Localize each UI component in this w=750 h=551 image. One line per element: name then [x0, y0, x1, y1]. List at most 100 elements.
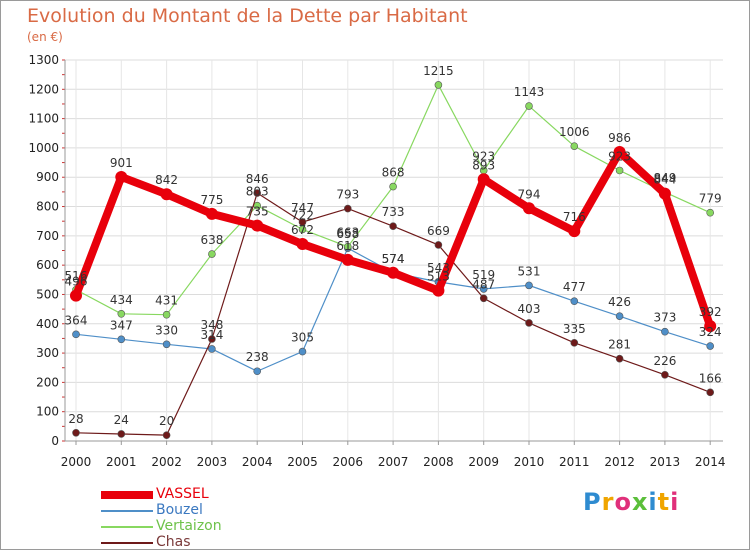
x-tick-label: 2001	[106, 455, 137, 469]
data-point-vertaizon	[389, 182, 397, 191]
data-label-vassel: 842	[155, 173, 178, 187]
data-point-chas	[661, 370, 669, 379]
data-point-vassel	[296, 238, 309, 251]
data-label-chas: 335	[563, 322, 586, 336]
data-label-bouzel: 658	[336, 227, 359, 241]
data-label-chas: 281	[608, 338, 631, 352]
y-tick-label: 900	[36, 170, 59, 184]
data-label-vassel: 794	[518, 187, 541, 201]
data-label-vertaizon: 431	[155, 294, 178, 308]
data-point-vertaizon	[706, 208, 715, 217]
x-tick-label: 2011	[559, 455, 590, 469]
data-label-chas: 403	[518, 302, 541, 316]
data-label-bouzel: 364	[65, 313, 88, 327]
y-tick-label: 1300	[28, 53, 59, 67]
data-point-vertaizon	[298, 225, 307, 234]
legend-swatch	[101, 510, 153, 512]
data-label-chas: 28	[68, 412, 83, 426]
data-point-vassel	[477, 173, 490, 186]
y-tick-label: 700	[36, 229, 59, 243]
data-point-chas	[162, 431, 171, 439]
data-point-vassel	[523, 202, 535, 215]
data-point-chas	[479, 294, 488, 303]
data-label-vertaizon: 803	[246, 185, 269, 199]
x-tick-label: 2009	[468, 455, 499, 469]
data-label-bouzel: 519	[472, 268, 495, 282]
data-label-vertaizon: 1215	[423, 64, 454, 78]
data-point-bouzel	[570, 297, 579, 306]
chart-title: Evolution du Montant de la Dette par Hab…	[27, 5, 468, 27]
data-point-vertaizon	[117, 310, 126, 318]
y-tick-label: 1200	[28, 82, 59, 96]
data-point-chas	[72, 428, 80, 437]
data-label-bouzel: 305	[291, 331, 314, 345]
x-tick-label: 2005	[287, 455, 318, 469]
data-point-vassel	[432, 284, 445, 297]
data-label-chas: 487	[472, 277, 495, 291]
data-point-vassel	[341, 253, 354, 266]
data-label-vertaizon: 923	[472, 149, 495, 163]
data-point-vassel	[70, 289, 82, 302]
data-point-bouzel	[525, 281, 533, 290]
data-point-vassel	[205, 207, 218, 220]
legend-swatch	[101, 526, 153, 528]
data-point-bouzel	[72, 330, 80, 339]
logo-letter: x	[631, 488, 649, 516]
legend-label: Bouzel	[156, 502, 203, 518]
data-label-chas: 348	[200, 318, 223, 332]
data-point-vertaizon	[162, 310, 171, 319]
data-point-vertaizon	[615, 166, 624, 175]
data-label-bouzel: 314	[200, 328, 223, 342]
data-point-chas	[570, 339, 579, 347]
data-label-vertaizon: 434	[110, 293, 133, 307]
data-label-vassel: 893	[472, 158, 495, 172]
data-label-vertaizon: 722	[291, 208, 314, 222]
data-point-bouzel	[208, 345, 216, 353]
legend-label: Vertaizon	[156, 518, 222, 534]
data-point-vertaizon	[525, 102, 533, 110]
data-point-vassel	[115, 170, 128, 183]
x-tick-label: 2010	[514, 455, 545, 469]
data-label-vassel: 901	[110, 156, 133, 170]
data-point-chas	[208, 335, 216, 343]
data-point-chas	[343, 204, 352, 213]
x-tick-label: 2012	[604, 455, 635, 469]
data-label-vertaizon: 849	[653, 171, 676, 185]
data-label-chas: 226	[653, 354, 676, 368]
logo-letter: o	[614, 488, 632, 516]
x-tick-label: 2000	[61, 455, 92, 469]
logo-letter: P	[583, 488, 602, 516]
data-point-bouzel	[162, 340, 171, 349]
data-label-chas: 20	[159, 414, 174, 428]
data-point-chas	[525, 319, 533, 327]
data-label-bouzel: 574	[382, 252, 405, 266]
data-point-chas	[434, 241, 443, 249]
data-label-vassel: 844	[653, 173, 676, 187]
legend-label: Chas	[156, 534, 191, 550]
data-label-bouzel: 531	[518, 264, 541, 278]
data-label-vertaizon: 1143	[514, 85, 545, 99]
data-label-vassel: 986	[608, 131, 631, 145]
logo-letter: i	[648, 488, 658, 516]
data-label-vassel: 496	[65, 275, 88, 289]
data-label-vassel: 672	[291, 223, 314, 237]
data-label-bouzel: 426	[608, 295, 631, 309]
data-label-vertaizon: 1006	[559, 125, 590, 139]
data-label-vassel: 735	[246, 205, 269, 219]
data-label-vassel: 574	[382, 252, 405, 266]
x-tick-label: 2013	[650, 455, 681, 469]
data-label-vassel: 716	[563, 210, 586, 224]
data-label-chas: 793	[336, 188, 359, 202]
x-tick-label: 2007	[378, 455, 409, 469]
plot-area	[65, 60, 723, 441]
data-label-vertaizon: 779	[699, 192, 722, 206]
data-label-vertaizon: 868	[382, 166, 405, 180]
data-label-chas: 747	[291, 201, 314, 215]
x-tick-label: 2004	[242, 455, 273, 469]
data-label-bouzel: 238	[246, 350, 269, 364]
data-point-vassel	[160, 188, 173, 201]
data-point-bouzel	[615, 312, 624, 320]
data-point-chas	[615, 354, 624, 363]
data-point-vassel	[658, 187, 671, 200]
data-point-vertaizon	[343, 242, 352, 251]
